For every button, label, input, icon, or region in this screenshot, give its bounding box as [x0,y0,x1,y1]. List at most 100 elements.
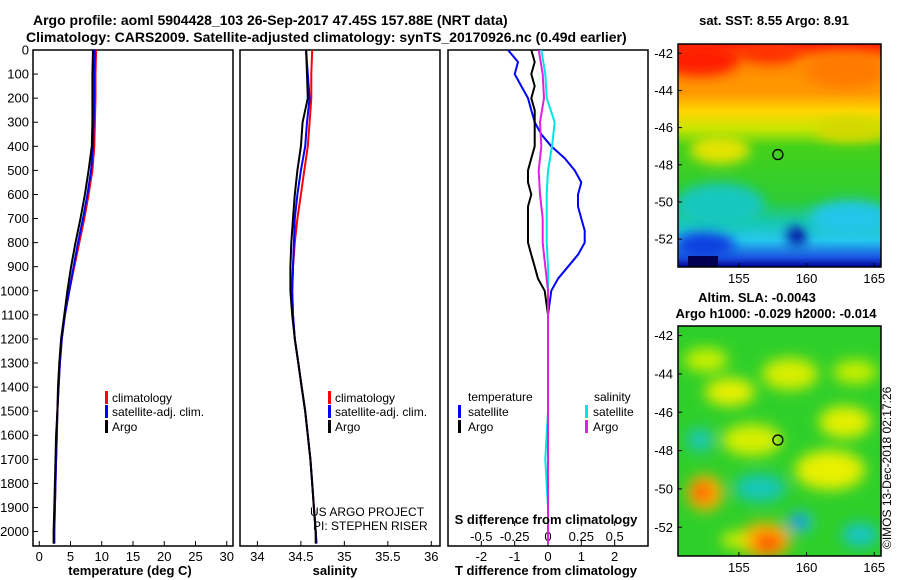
s-difference-tick-label: -0.25 [500,529,530,544]
depth-tick-label: 1700 [0,452,29,467]
legend-label-satellite: satellite-adj. clim. [112,405,204,419]
latitude-tick-label: -42 [654,46,673,61]
longitude-tick-label: 155 [728,560,750,575]
depth-tick-label: 300 [7,115,29,130]
legend-label-s-argo: Argo [593,420,619,434]
project-credit: US ARGO PROJECT [310,505,425,519]
temperature-tick-label: 0 [36,549,43,564]
t-difference-tick-label: 2 [611,549,618,564]
legend-swatch-satellite [328,405,331,418]
temperature-legend: climatology satellite-adj. clim. Argo [105,391,204,434]
depth-tick-label: 500 [7,163,29,178]
latitude-tick-label: -42 [654,328,673,343]
depth-tick-label: 1800 [0,476,29,491]
depth-tick-label: 700 [7,211,29,226]
depth-tick-label: 100 [7,67,29,82]
legend-label-climatology: climatology [112,391,172,405]
sla-map-subtitle: Argo h1000: -0.029 h2000: -0.014 [676,306,878,321]
temperature-tick-label: 20 [157,549,171,564]
salinity-legend: climatology satellite-adj. clim. Argo [328,391,427,434]
legend-swatch-t-satellite [458,405,461,418]
legend-swatch-t-argo [458,420,461,433]
depth-tick-label: 2000 [0,524,29,539]
salinity-axis-ticks: 34 34.5 35 35.5 36 [250,541,439,564]
depth-tick-label: 1400 [0,380,29,395]
difference-panel: -2 -1 0 1 2 -0.5 -0.25 0 0.25 0.5 T difference f… [447,49,649,578]
temperature-axis-label: temperature (deg C) [68,563,192,578]
t-difference-tick-label: 1 [578,549,585,564]
temperature-axis-ticks: 0 5 10 15 20 25 30 [36,541,234,564]
s-difference-axis-label: S difference from climatology [455,512,639,527]
temperature-tick-label: 10 [95,549,109,564]
depth-tick-label: 1100 [1,307,29,322]
legend-swatch-argo [105,420,108,433]
salinity-tick-label: 35.5 [375,549,400,564]
latitude-tick-label: -52 [654,232,673,247]
temperature-tick-label: 5 [67,549,74,564]
sla-map-title: Altim. SLA: -0.0043 [698,290,816,305]
longitude-tick-label: 160 [796,271,818,286]
depth-tick-label: 1500 [0,404,29,419]
depth-tick-label: 800 [7,235,29,250]
latitude-tick-label: -50 [654,194,673,209]
legend-label-climatology: climatology [335,391,395,405]
depth-tick-label: 1000 [0,283,29,298]
header-line-1: Argo profile: aoml 5904428_103 26-Sep-20… [33,12,508,28]
salinity-tick-label: 34.5 [288,549,313,564]
legend-swatch-climatology [328,391,331,404]
sla-map-ticks: 155 160 165 -42 -44 -46 -48 -50 -52 [654,328,885,575]
legend-label-t-satellite: satellite [468,405,509,419]
legend-swatch-satellite [105,405,108,418]
latitude-tick-label: -46 [654,405,673,420]
temperature-panel: 0100200300400500600700800900100011001200… [0,43,234,579]
argo-float-marker [772,148,784,161]
salinity-tick-label: 34 [250,549,264,564]
legend-label-argo: Argo [335,420,361,434]
depth-tick-label: 400 [7,139,29,154]
difference-legend: temperature salinity satellite Argo sate… [458,390,634,434]
legend-swatch-s-argo [585,420,588,433]
temperature-tick-label: 25 [188,549,202,564]
series-line-argo [52,49,94,544]
legend-label-satellite: satellite-adj. clim. [335,405,427,419]
imos-credit: ©IMOS 13-Dec-2018 02:17:26 [880,386,894,549]
pi-credit: PI: STEPHEN RISER [313,519,428,533]
sla-map-frame [677,325,882,557]
depth-axis-ticks: 0 100 200 300 400 500 600 700 800 900 1000 1100 1200… [0,43,38,539]
t-difference-axis-label: T difference from climatology [455,563,638,578]
longitude-tick-label: 165 [863,271,885,286]
longitude-tick-label: 155 [728,271,750,286]
header-line-2: Climatology: CARS2009. Satellite-adjuste… [26,29,627,45]
salinity-axis-label: salinity [313,563,359,578]
legend-swatch-argo [328,420,331,433]
legend-title-salinity: salinity [594,390,631,404]
salinity-panel: 34 34.5 35 35.5 36 salinity climatology sate… [239,49,441,578]
latitude-tick-label: -44 [654,83,673,98]
latitude-tick-label: -46 [654,120,673,135]
depth-tick-label: 1600 [0,428,29,443]
salinity-tick-label: 35 [337,549,351,564]
legend-title-temperature: temperature [468,390,533,404]
temperature-plot-frame [32,49,234,547]
depth-tick-label: 900 [7,259,29,274]
series-line-s-argo [537,49,549,544]
legend-swatch-climatology [105,391,108,404]
temperature-tick-label: 15 [126,549,140,564]
sst-map-frame [677,43,882,268]
sst-map-title: sat. SST: 8.55 Argo: 8.91 [699,13,849,28]
legend-label-t-argo: Argo [468,420,494,434]
depth-tick-label: 1300 [0,356,29,371]
t-difference-tick-label: 0 [544,549,551,564]
temperature-profile-lines [52,49,98,544]
legend-label-argo: Argo [112,420,138,434]
series-line-argo [289,49,317,544]
s-difference-tick-label: 0.5 [606,529,624,544]
sst-field [678,44,881,267]
legend-swatch-s-satellite [585,405,588,418]
depth-tick-label: 1200 [0,331,29,346]
depth-tick-label: 0 [22,43,29,58]
t-difference-tick-label: -1 [509,549,521,564]
latitude-tick-label: -44 [654,366,673,381]
depth-tick-label: 600 [7,187,29,202]
